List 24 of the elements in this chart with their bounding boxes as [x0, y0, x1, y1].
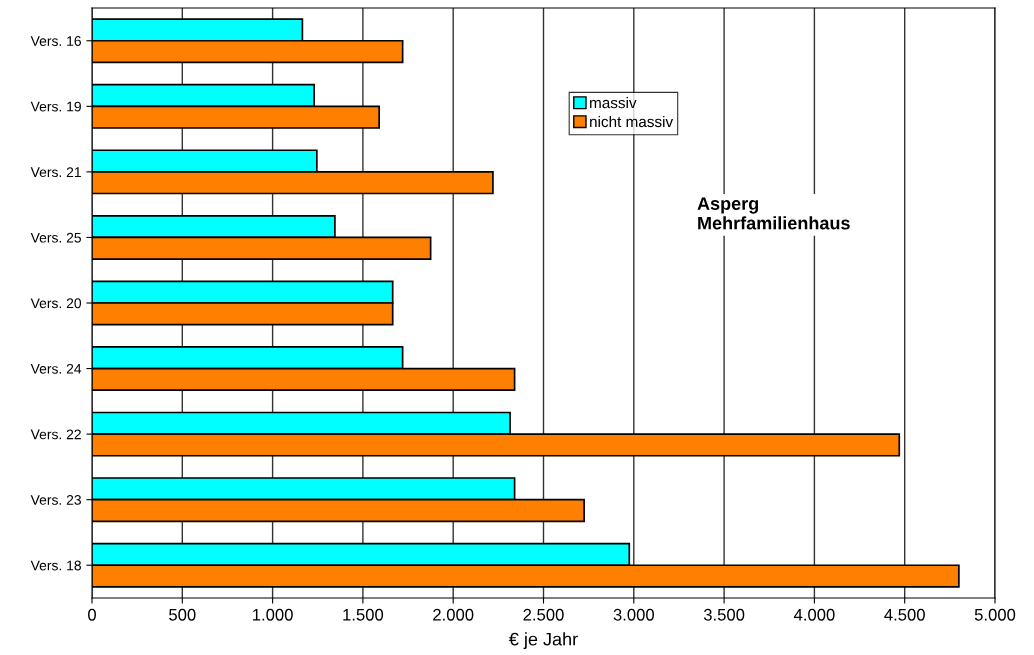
x-tick-label: 1.500 — [343, 608, 384, 621]
y-tick-label: Vers. 21 — [30, 167, 81, 178]
x-tick-label: 5.000 — [974, 608, 1016, 621]
legend-label: nicht massiv — [590, 115, 674, 128]
x-tick-label: 0 — [88, 608, 96, 621]
y-tick-label: Vers. 25 — [30, 232, 81, 243]
x-tick-label: 2.000 — [433, 608, 474, 621]
x-axis-title: € je Jahr — [509, 632, 578, 650]
annotation: Asperg Mehrfamilienhaus — [697, 197, 850, 230]
x-tick-label: 500 — [169, 608, 196, 621]
x-tick-label: 2.500 — [523, 608, 564, 621]
y-tick-label: Vers. 24 — [30, 363, 82, 374]
x-tick-label: 3.500 — [703, 608, 745, 621]
x-tick-label: 1.000 — [253, 608, 293, 621]
y-tick-label: Vers. 22 — [30, 429, 81, 440]
y-tick-label: Vers. 19 — [30, 101, 81, 112]
legend-label: massiv — [590, 97, 637, 109]
y-tick-label: Vers. 23 — [30, 495, 81, 505]
x-tick-label: 3.000 — [613, 608, 654, 621]
y-tick-label: Vers. 20 — [30, 298, 82, 309]
y-tick-label: Vers. 16 — [30, 36, 81, 46]
x-tick-label: 4.500 — [884, 608, 925, 621]
x-tick-label: 4.000 — [793, 608, 835, 621]
y-tick-label: Vers. 18 — [30, 560, 81, 571]
